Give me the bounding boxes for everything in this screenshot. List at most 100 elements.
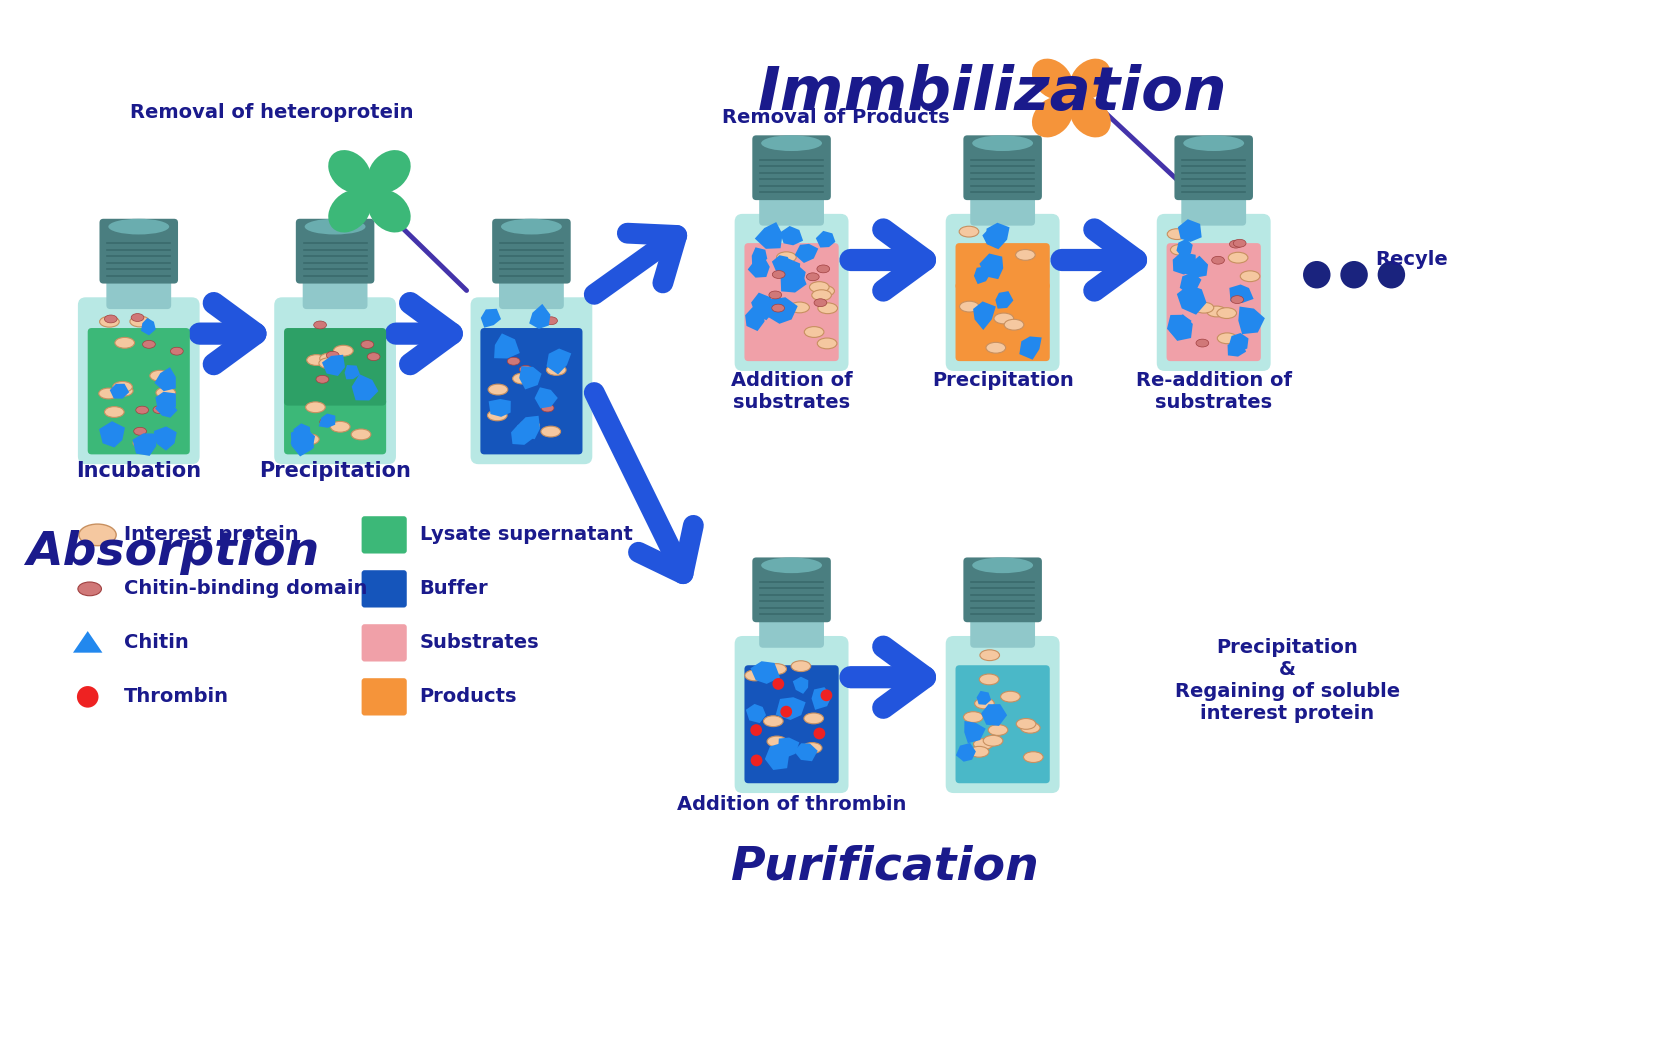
- Ellipse shape: [170, 347, 183, 355]
- Ellipse shape: [790, 302, 810, 313]
- Text: Re-addition of
substrates: Re-addition of substrates: [1136, 371, 1292, 412]
- Ellipse shape: [816, 265, 830, 272]
- Polygon shape: [974, 266, 990, 284]
- Circle shape: [813, 728, 825, 739]
- Polygon shape: [511, 425, 534, 445]
- Polygon shape: [751, 661, 780, 684]
- Polygon shape: [1179, 272, 1201, 295]
- Ellipse shape: [108, 219, 170, 234]
- Polygon shape: [795, 244, 818, 263]
- Ellipse shape: [501, 219, 561, 234]
- Ellipse shape: [331, 421, 349, 432]
- Ellipse shape: [805, 713, 823, 723]
- Ellipse shape: [803, 742, 822, 753]
- Polygon shape: [986, 223, 1010, 249]
- Ellipse shape: [979, 674, 1000, 684]
- Circle shape: [1304, 261, 1331, 288]
- Polygon shape: [480, 308, 501, 327]
- Polygon shape: [155, 392, 176, 412]
- FancyBboxPatch shape: [734, 636, 848, 793]
- FancyBboxPatch shape: [302, 269, 368, 309]
- Circle shape: [358, 180, 381, 204]
- Ellipse shape: [1005, 319, 1023, 331]
- Ellipse shape: [307, 355, 326, 365]
- Text: Products: Products: [420, 687, 517, 706]
- Ellipse shape: [1032, 59, 1074, 99]
- Ellipse shape: [973, 739, 993, 750]
- Ellipse shape: [763, 716, 783, 727]
- Polygon shape: [133, 433, 156, 456]
- Polygon shape: [1176, 239, 1193, 258]
- Polygon shape: [771, 256, 791, 274]
- Ellipse shape: [1216, 307, 1236, 319]
- Polygon shape: [291, 427, 314, 452]
- Ellipse shape: [983, 735, 1003, 747]
- Polygon shape: [973, 301, 996, 329]
- Ellipse shape: [1231, 296, 1243, 303]
- Ellipse shape: [316, 375, 329, 383]
- Ellipse shape: [79, 524, 116, 546]
- Ellipse shape: [1183, 135, 1245, 151]
- Ellipse shape: [489, 384, 507, 395]
- Ellipse shape: [761, 135, 822, 151]
- Polygon shape: [1230, 284, 1253, 303]
- Ellipse shape: [1020, 722, 1040, 733]
- Ellipse shape: [143, 340, 155, 348]
- Text: Buffer: Buffer: [420, 580, 489, 599]
- Ellipse shape: [964, 712, 983, 722]
- Ellipse shape: [1206, 306, 1226, 317]
- Polygon shape: [291, 427, 316, 456]
- Ellipse shape: [974, 698, 995, 709]
- Text: Addition of thrombin: Addition of thrombin: [677, 795, 906, 814]
- Polygon shape: [109, 383, 129, 398]
- Polygon shape: [790, 270, 805, 287]
- Ellipse shape: [519, 420, 539, 431]
- Circle shape: [751, 755, 763, 767]
- Polygon shape: [783, 263, 806, 288]
- Ellipse shape: [1230, 240, 1242, 248]
- Polygon shape: [793, 743, 818, 761]
- Ellipse shape: [773, 270, 785, 279]
- Ellipse shape: [1023, 752, 1043, 762]
- FancyBboxPatch shape: [971, 186, 1035, 226]
- Polygon shape: [155, 367, 176, 391]
- Ellipse shape: [959, 226, 979, 237]
- Ellipse shape: [153, 406, 166, 414]
- Circle shape: [1378, 261, 1404, 288]
- Polygon shape: [746, 704, 766, 723]
- FancyBboxPatch shape: [296, 219, 375, 284]
- FancyBboxPatch shape: [753, 135, 832, 201]
- Ellipse shape: [1233, 240, 1247, 247]
- Ellipse shape: [768, 736, 786, 747]
- Ellipse shape: [104, 315, 118, 323]
- Ellipse shape: [1171, 244, 1189, 256]
- Ellipse shape: [546, 364, 566, 375]
- Ellipse shape: [99, 389, 118, 399]
- Polygon shape: [781, 270, 806, 293]
- Polygon shape: [793, 677, 808, 694]
- Circle shape: [77, 686, 99, 708]
- Polygon shape: [72, 631, 102, 653]
- Polygon shape: [155, 427, 176, 451]
- Ellipse shape: [771, 304, 785, 312]
- Ellipse shape: [150, 371, 170, 381]
- Ellipse shape: [959, 301, 979, 312]
- Ellipse shape: [131, 314, 144, 321]
- Polygon shape: [981, 704, 1006, 725]
- Polygon shape: [1168, 315, 1191, 340]
- Ellipse shape: [507, 357, 521, 365]
- Ellipse shape: [368, 353, 380, 360]
- Ellipse shape: [816, 338, 837, 348]
- Polygon shape: [748, 257, 769, 278]
- Text: Purification: Purification: [731, 844, 1038, 889]
- Text: Absorption: Absorption: [27, 530, 319, 574]
- FancyBboxPatch shape: [274, 298, 396, 465]
- Ellipse shape: [133, 437, 153, 449]
- Ellipse shape: [969, 747, 990, 757]
- FancyBboxPatch shape: [744, 665, 838, 784]
- Ellipse shape: [1070, 96, 1110, 137]
- FancyBboxPatch shape: [361, 678, 407, 716]
- Ellipse shape: [1240, 270, 1260, 282]
- Ellipse shape: [114, 338, 134, 348]
- Ellipse shape: [1070, 59, 1110, 99]
